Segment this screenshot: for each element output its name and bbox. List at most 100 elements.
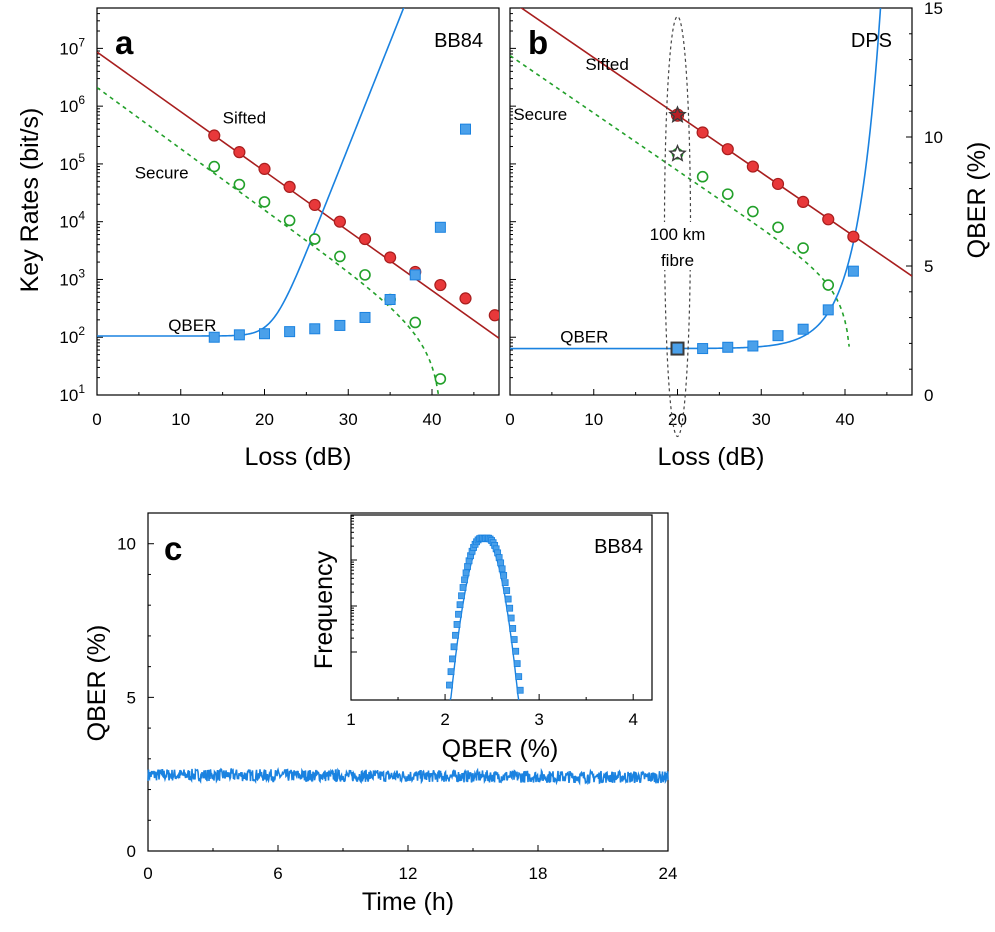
y2-tick-label-b: 15 [924,0,943,18]
qber-point-a [208,331,220,343]
qber-point-a [409,269,421,281]
inset-title: BB84 [594,536,643,558]
y-tick-label-c: 5 [127,688,136,707]
secure-point-a [258,196,271,208]
secure-label-a: Secure [135,164,189,183]
qber-point-a [233,329,245,341]
panel-a-frame [96,7,500,396]
x-tick-label-c: 18 [529,864,548,883]
panel-c-xlabel: Time (h) [362,888,454,916]
sifted-label-a: Sifted [223,109,266,128]
inset-data-point [510,636,518,643]
y-tick-label-a: 104 [59,209,85,232]
x-tick-label-a: 30 [339,410,358,429]
sifted-point-a [258,162,271,175]
y-tick-label-a: 102 [59,324,85,347]
x-tick-label-c: 24 [659,864,678,883]
star-sifted-b [668,105,687,124]
qber-point-b [797,323,809,335]
inset-data-point [507,614,515,622]
panel-a-plot: 0 10 20 30 40 101 102 103 104 105 106 107 Sifted Secu… [59,8,499,429]
inset-data-point [512,647,520,655]
secure-point-b [721,188,734,200]
panel-a-title: BB84 [434,30,483,52]
inset-data-point [506,604,514,612]
y2-tick-label-b: 5 [924,257,933,276]
sifted-label-b: Sifted [585,55,628,74]
secure-point-a [308,233,321,245]
sifted-point-b [721,143,734,156]
x-tick-label-b: 20 [668,410,687,429]
qber-point-b [822,304,834,316]
y-tick-label-a: 107 [59,35,85,58]
secure-point-b [772,221,784,234]
x-tick-label-b: 40 [836,410,855,429]
sifted-point-b [822,213,835,226]
sifted-point-a [333,215,346,228]
qber-point-a [384,293,396,305]
qber-label-a: QBER [168,316,216,335]
x-tick-label-inset: 4 [628,710,637,729]
sifted-fit-line-a [97,51,499,339]
inset-data-point [498,565,506,573]
y-tick-label-a: 106 [59,93,85,116]
inset-data-point [453,621,461,628]
qber-fit-line-a [97,8,405,337]
y2-tick-label-b: 0 [924,386,933,405]
secure-point-a [359,269,371,281]
inset-data-point [461,576,468,584]
sifted-point-a [233,146,246,159]
inset-data-point [456,601,464,609]
panel-a-ylabel: Key Rates (bit/s) [16,108,44,293]
qber-point-b [747,340,759,352]
inset-data-point [447,668,455,676]
secure-point-a [434,373,447,385]
panel-c-letter: c [164,530,182,567]
qber-point-a [359,311,371,323]
sifted-point-b [746,160,759,173]
y-tick-label-c: 10 [117,535,136,554]
y-tick-label-a: 103 [59,266,85,289]
qber-point-a [259,328,270,340]
sifted-point-b [696,126,709,139]
secure-point-b [822,279,835,291]
inset-data-point [458,592,465,600]
x-tick-label-a: 40 [423,410,442,429]
sifted-point-a [358,232,372,246]
inset-frame [350,514,653,701]
inset-data-point [449,655,456,663]
panel-a-letter: a [115,24,134,61]
secure-fit-line-a [97,86,440,394]
inset-data-point [513,660,521,668]
inset-data-point [515,673,523,681]
sifted-point-a [283,180,296,194]
inset-xlabel: QBER (%) [442,735,559,763]
x-tick-label-a: 0 [92,410,101,429]
sifted-point-b [797,195,810,209]
inset-data-point [497,559,505,567]
qber-point-b [722,341,734,353]
panel-a-xlabel: Loss (dB) [245,443,352,471]
qber-fit-line-b [510,8,882,350]
annotation-bg [637,222,718,270]
inset-data-point [455,610,462,618]
inset-data-point [446,681,453,689]
inset-data-point [459,584,467,591]
qber-point-b [847,265,859,277]
x-tick-label-inset: 3 [534,710,543,729]
y-tick-label-c: 0 [127,842,136,861]
x-tick-label-a: 20 [255,410,274,429]
y-tick-label-a: 105 [59,151,85,174]
x-tick-label-b: 30 [752,410,771,429]
sifted-point-a [459,292,472,305]
secure-point-b [696,170,709,183]
x-tick-label-c: 0 [143,864,152,883]
qber-point-a [309,323,321,335]
y2-tick-label-b: 10 [924,128,943,147]
x-tick-label-b: 0 [505,410,514,429]
inset-data-point [450,643,458,651]
inset-data-point [462,569,470,577]
x-tick-label-a: 10 [171,410,190,429]
